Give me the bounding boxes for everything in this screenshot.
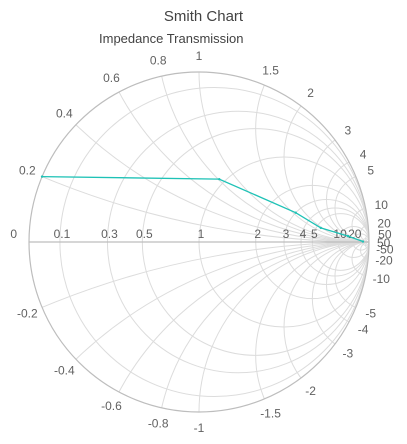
series-point xyxy=(361,240,365,243)
reactance-label: 5 xyxy=(367,163,374,177)
chart-title: Smith Chart xyxy=(163,8,244,25)
reactance-arc xyxy=(365,241,369,250)
reactance-label: -3 xyxy=(342,347,353,361)
resistance-label: 4 xyxy=(300,227,307,241)
resistance-label: 0.5 xyxy=(136,227,153,241)
reactance-arc xyxy=(85,72,369,243)
reactance-label: 3 xyxy=(344,123,351,137)
series-point xyxy=(319,226,323,230)
reactance-arc xyxy=(311,241,369,356)
reactance-arc xyxy=(311,128,369,243)
reactance-label: 0.6 xyxy=(103,71,120,85)
resistance-label: 0 xyxy=(10,227,17,241)
reactance-label: -5 xyxy=(365,307,376,321)
reactance-label: 2 xyxy=(307,86,314,100)
reactance-label: -4 xyxy=(358,323,369,337)
reactance-arc xyxy=(326,241,369,328)
resistance-label: 5 xyxy=(311,227,318,241)
reactance-label: -20 xyxy=(375,254,393,268)
series-line xyxy=(42,175,364,243)
reactance-label: 0.4 xyxy=(56,107,73,121)
reactance-arc xyxy=(156,72,369,243)
resistance-label: 0.3 xyxy=(101,227,118,241)
reactance-label: -0.8 xyxy=(148,416,169,430)
reactance-label: 1.5 xyxy=(262,63,279,77)
reactance-label: -10 xyxy=(373,272,391,286)
series-point xyxy=(218,177,221,181)
reactance-arc xyxy=(156,241,369,412)
reactance-label: 4 xyxy=(360,147,367,161)
reactance-arc xyxy=(326,156,369,243)
reactance-label: -0.2 xyxy=(17,307,38,321)
reactance-arc xyxy=(360,241,369,260)
reactance-label: 0.8 xyxy=(150,54,167,68)
resistance-label: 0.1 xyxy=(54,227,71,241)
resistance-label: 1 xyxy=(198,227,205,241)
reactance-arc xyxy=(29,72,369,243)
chart-subtitle: Impedance Transmission xyxy=(99,31,244,46)
resistance-label: 50 xyxy=(377,236,391,250)
reactance-label: -1.5 xyxy=(260,407,281,421)
reactance-arc xyxy=(283,241,369,412)
resistance-label: 2 xyxy=(254,227,261,241)
reactance-arc xyxy=(334,173,369,243)
series-point xyxy=(40,175,44,178)
reactance-label: 0.2 xyxy=(19,163,36,177)
reactance-arc xyxy=(334,241,369,311)
series-point xyxy=(346,234,350,238)
series-layer xyxy=(40,175,365,243)
reactance-label: 20 xyxy=(377,216,391,230)
reactance-arc xyxy=(360,224,369,243)
reactance-label: 1 xyxy=(196,49,203,63)
resistance-label: 3 xyxy=(283,227,290,241)
reactance-label: -0.6 xyxy=(101,399,122,413)
reactance-label: 10 xyxy=(375,198,389,212)
reactance-arc xyxy=(283,72,369,243)
reactance-label: -50 xyxy=(376,242,394,256)
reactance-arc xyxy=(365,234,369,243)
reactance-label: 50 xyxy=(378,228,392,242)
reactance-arc xyxy=(29,72,369,243)
reactance-arc xyxy=(351,241,369,277)
reactance-label: -2 xyxy=(305,384,316,398)
reactance-label: -1 xyxy=(194,421,205,435)
reactance-arc xyxy=(351,207,369,243)
reactance-label: -0.4 xyxy=(54,363,75,377)
series-point xyxy=(294,211,297,214)
